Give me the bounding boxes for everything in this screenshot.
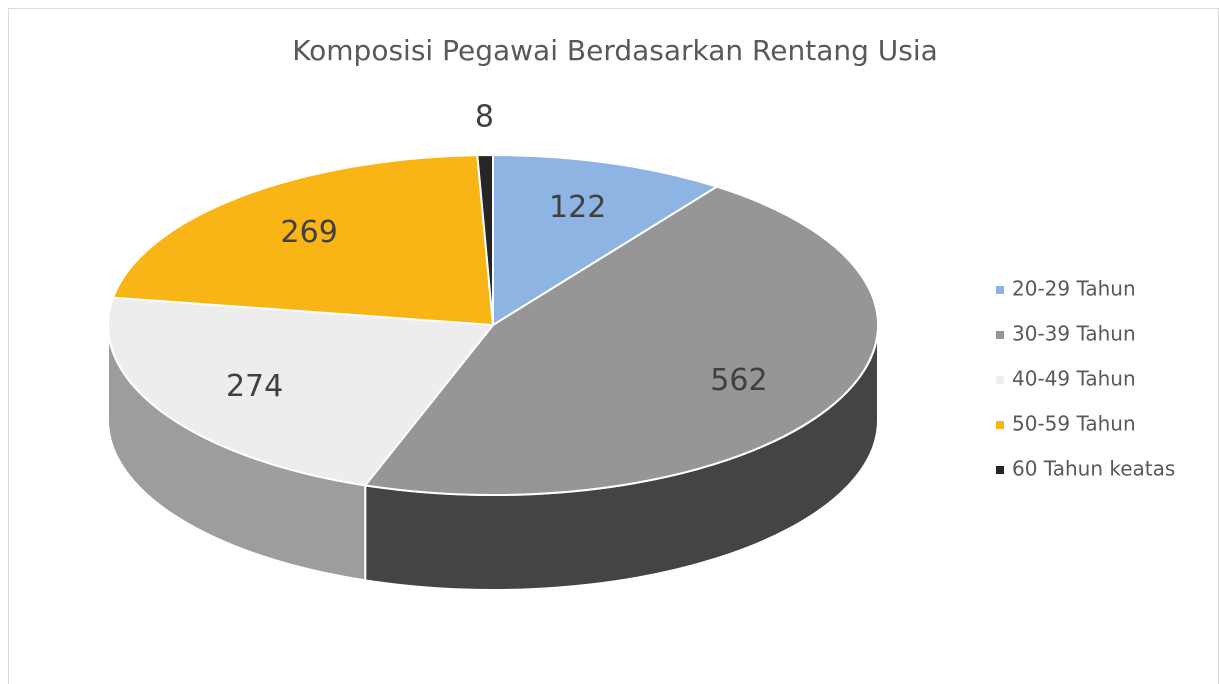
data-label: 274 [226,369,283,404]
pie-slice [107,296,495,487]
legend-swatch [996,421,1004,429]
data-label: 562 [710,363,767,398]
pie-slice [111,154,495,327]
legend-label: 40-49 Tahun [1012,367,1136,391]
pie-slice [492,153,720,327]
legend-label: 60 Tahun keatas [1012,457,1175,481]
chart-title: Komposisi Pegawai Berdasarkan Rentang Us… [292,34,938,67]
legend-swatch [996,331,1004,339]
pie-slice [476,153,494,326]
data-label: 122 [549,190,606,225]
pie-slice [363,185,879,496]
legend-label: 20-29 Tahun [1012,277,1136,301]
legend-swatch [996,376,1004,384]
legend-label: 50-59 Tahun [1012,412,1136,436]
data-label: 269 [281,215,338,250]
data-label: 8 [475,100,494,135]
legend-label: 30-39 Tahun [1012,322,1136,346]
legend-swatch [996,286,1004,294]
legend-swatch [996,466,1004,474]
